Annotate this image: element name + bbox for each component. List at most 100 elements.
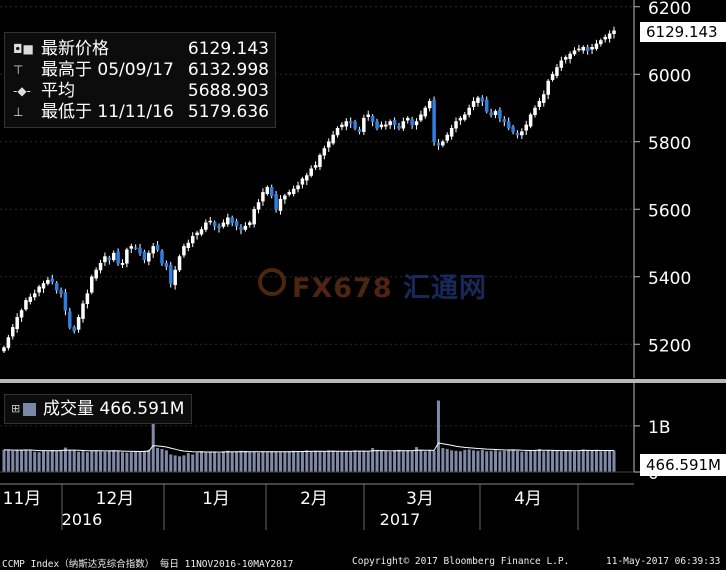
candle-body: [309, 168, 313, 176]
candle-body: [169, 265, 173, 284]
candle-body: [37, 286, 41, 293]
candle-body: [68, 311, 72, 328]
volume-bar: [270, 451, 274, 472]
candle-body: [142, 251, 147, 261]
volume-bar: [195, 452, 199, 472]
volume-bar: [6, 450, 10, 472]
candle-body: [230, 217, 234, 223]
volume-bar: [406, 450, 410, 472]
footer-security: CCMP Index（纳斯达克综合指数） 每日 11NOV2016-10MAY2…: [2, 559, 294, 570]
volume-bar: [134, 451, 138, 472]
candle-body: [186, 242, 191, 248]
volume-average-line: [4, 442, 614, 453]
candle-body: [173, 269, 177, 286]
average-marker-icon: -◆-: [13, 84, 31, 98]
candle-body: [427, 101, 432, 109]
watermark: FX678 汇通网: [258, 266, 487, 305]
candle-body: [533, 107, 537, 115]
candle-body: [248, 222, 252, 226]
legend-label: 最高于 05/09/17: [41, 60, 174, 80]
volume-bar: [265, 452, 269, 472]
volume-bar: [261, 451, 265, 472]
candle-body: [300, 178, 305, 185]
volume-legend: ⊞ 成交量 466.591M: [4, 394, 192, 424]
candle-body: [283, 195, 287, 200]
volume-bar: [568, 450, 572, 472]
volume-bar: [340, 451, 344, 472]
volume-bar: [2, 449, 6, 472]
legend-row-average: -◆- 平均 5688.903: [9, 81, 269, 101]
candle-body: [397, 125, 401, 129]
legend-row-high: ⊤ 最高于 05/09/17 6132.998: [9, 60, 269, 80]
candle-body: [362, 117, 366, 132]
candle-body: [436, 142, 441, 146]
candle-body: [190, 236, 195, 244]
candle-body: [467, 107, 471, 115]
candle-body: [599, 40, 603, 45]
candle-body: [138, 247, 142, 254]
volume-bar: [388, 451, 392, 472]
watermark-cn: 汇通网: [403, 273, 488, 304]
volume-bar: [125, 452, 129, 472]
candle-body: [11, 327, 15, 337]
volume-bar: [103, 451, 107, 472]
candle-body: [98, 263, 103, 271]
volume-bar: [472, 450, 476, 472]
volume-bar: [99, 451, 103, 472]
candle-body: [335, 128, 340, 136]
candle-body: [502, 119, 507, 122]
candle-body: [212, 222, 217, 227]
candle-body: [111, 252, 116, 261]
volume-bar: [599, 451, 603, 472]
price-tick-label: 5800: [648, 134, 691, 154]
volume-bar: [164, 450, 168, 472]
volume-bar: [511, 449, 515, 472]
volume-bar: [555, 450, 559, 472]
legend-value: 5179.636: [187, 102, 269, 122]
legend-label: 平均: [41, 81, 75, 101]
candle-body: [103, 256, 107, 263]
volume-bar: [551, 450, 555, 472]
candle-body: [85, 293, 90, 304]
volume-bar: [375, 449, 379, 472]
candle-body: [90, 276, 94, 293]
panel-divider: [0, 379, 726, 383]
candle-body: [511, 126, 515, 132]
candle-body: [305, 175, 309, 181]
candle-body: [493, 111, 498, 115]
candle-body: [226, 217, 230, 225]
candle-body: [476, 97, 480, 103]
volume-bar: [362, 450, 366, 472]
volume-bar: [20, 449, 24, 472]
candle-body: [454, 121, 458, 129]
volume-bar: [524, 451, 528, 472]
volume-bar: [85, 452, 89, 472]
candle-body: [590, 47, 594, 50]
candle-body: [506, 121, 511, 129]
volume-bar: [467, 449, 471, 472]
volume-bar: [498, 451, 502, 472]
volume-bar: [476, 450, 480, 472]
candle-body: [6, 337, 11, 348]
candle-body: [546, 80, 550, 95]
volume-bar: [213, 451, 217, 472]
expand-icon[interactable]: ⊞: [11, 402, 21, 415]
candle-body: [441, 141, 445, 146]
price-axis: 5200 5400 5600 5800 6000 6200: [633, 0, 691, 378]
volume-bar: [243, 451, 247, 472]
candle-body: [568, 53, 572, 59]
volume-bar: [581, 449, 585, 472]
candle-body: [76, 317, 81, 330]
candle-body: [392, 119, 397, 126]
volume-bar: [410, 450, 414, 472]
candle-body: [515, 132, 520, 136]
candle-body: [265, 187, 270, 194]
price-legend: ◘■ 最新价格 6129.143 ⊤ 最高于 05/09/17 6132.998…: [4, 32, 276, 128]
candle-body: [256, 202, 261, 210]
volume-bar: [573, 451, 577, 472]
volume-bar: [191, 454, 195, 472]
volume-bar: [257, 452, 261, 472]
volume-bar: [445, 448, 449, 472]
volume-bar: [156, 448, 160, 472]
